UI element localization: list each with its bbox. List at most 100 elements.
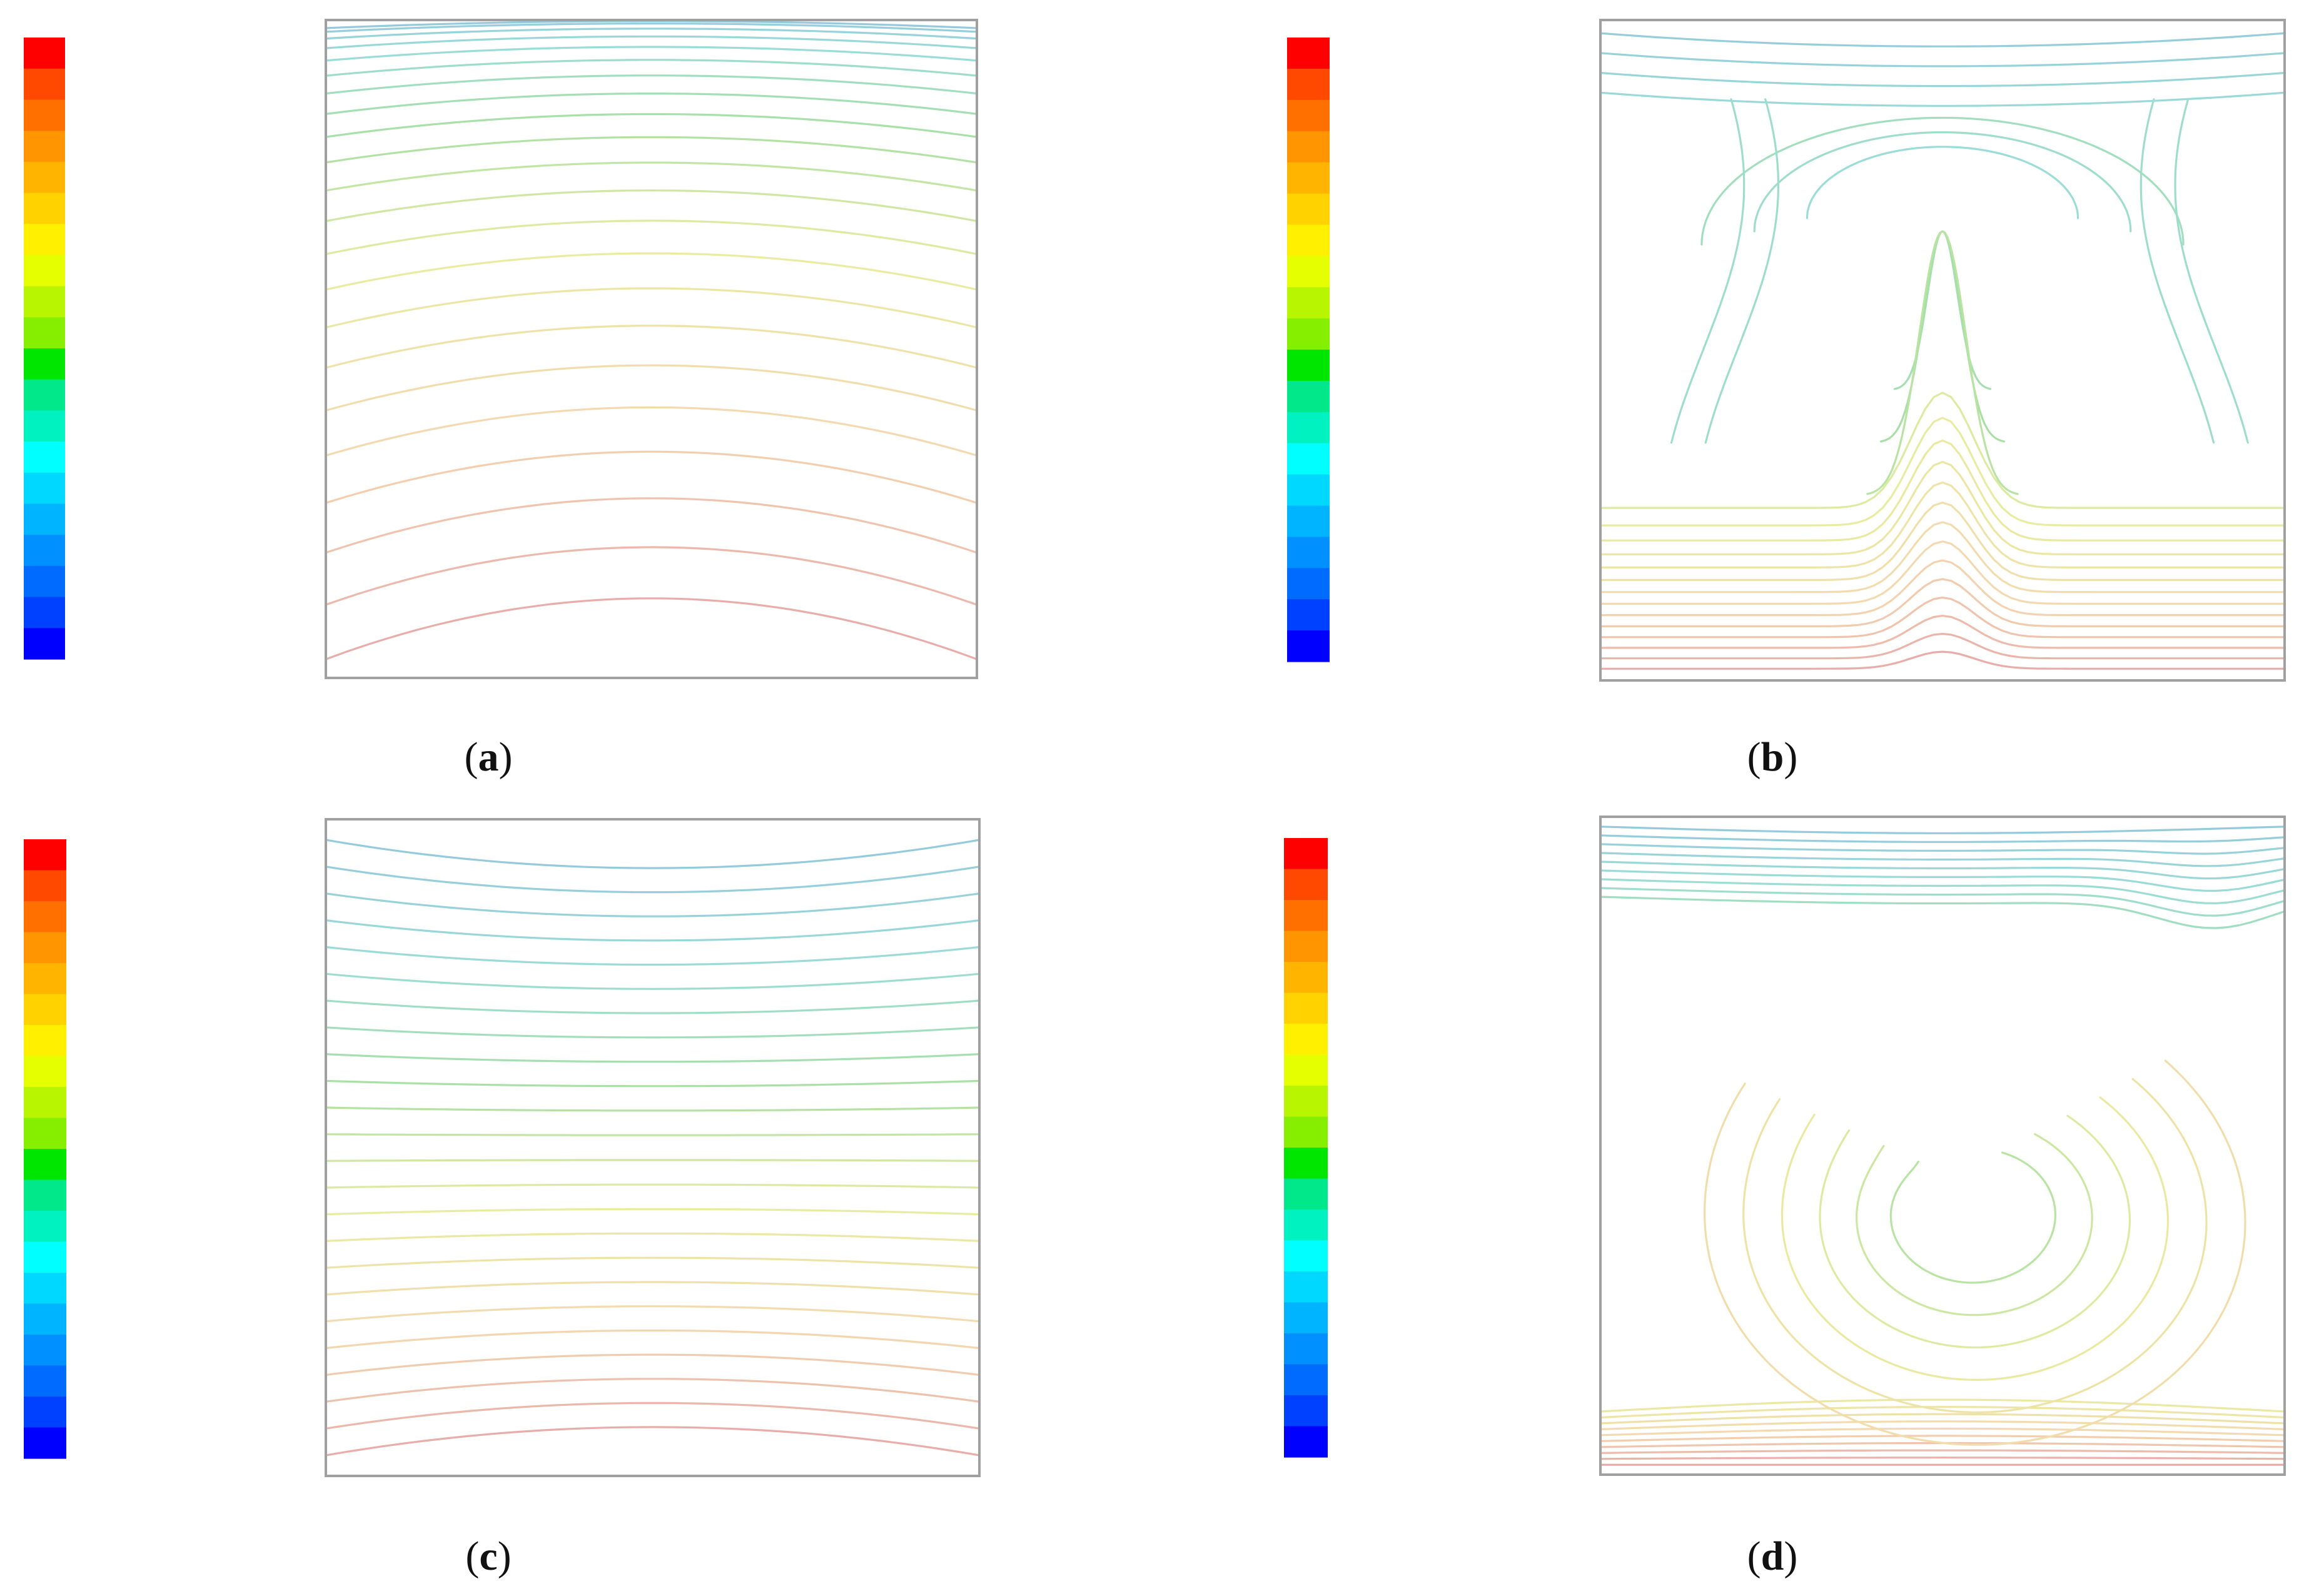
contour-line — [326, 450, 977, 504]
contour-line — [1600, 632, 2285, 660]
contour-line — [1600, 32, 2285, 48]
colorbar-segment — [1287, 99, 1330, 132]
contour-line — [1600, 1457, 2285, 1460]
colorbar-segment — [1284, 838, 1328, 870]
colorbar-segment — [1284, 1148, 1328, 1179]
contour-line — [1600, 502, 2285, 581]
colorbar-segment — [1287, 131, 1330, 163]
colorbar-segment — [1287, 68, 1330, 101]
colorbar-segment — [24, 1273, 66, 1305]
contour-line — [1600, 521, 2285, 593]
colorbar-segment — [1284, 1086, 1328, 1118]
contour-line — [1742, 1078, 2208, 1413]
contour-line — [326, 161, 977, 192]
contour-line — [1600, 1420, 2285, 1430]
colorbar-segment — [1287, 599, 1330, 631]
contour-line — [326, 1183, 979, 1189]
contour-line — [326, 1133, 979, 1136]
contour-line — [1600, 896, 2285, 929]
colorbar-segment — [1284, 1178, 1328, 1210]
colorbar-segment — [1287, 287, 1330, 319]
colorbar-segment — [1287, 350, 1330, 381]
colorbar-a — [24, 38, 65, 660]
contour-plot-c — [325, 818, 981, 1477]
contour-line — [326, 113, 977, 138]
colorbar-b — [1287, 38, 1330, 662]
colorbar-segment — [1287, 256, 1330, 288]
contour-line — [326, 325, 977, 369]
colorbar-segment — [1284, 931, 1328, 962]
contour-line — [326, 287, 977, 329]
contour-line — [1600, 71, 2285, 88]
colorbar-segment — [24, 1303, 66, 1335]
colorbar-segment — [24, 535, 65, 567]
contour-line — [326, 1026, 979, 1039]
contour-line — [326, 1256, 979, 1269]
colorbar-segment — [24, 932, 66, 964]
contour-line — [1600, 52, 2285, 68]
contour-line — [1600, 91, 2285, 107]
contour-line — [326, 1305, 979, 1323]
contour-line — [326, 919, 979, 942]
plot-frame — [325, 818, 981, 1477]
contour-line — [1600, 578, 2285, 627]
contour-line — [326, 220, 977, 255]
colorbar-segment — [24, 410, 65, 442]
colorbar-segment — [24, 1241, 66, 1273]
contour-line — [1600, 615, 2285, 649]
contour-line — [1889, 1151, 2056, 1284]
contour-line — [326, 1232, 979, 1242]
colorbar-segment — [24, 224, 65, 256]
contour-line — [326, 1281, 979, 1296]
contour-line — [1600, 391, 2285, 509]
contour-line — [326, 1053, 979, 1063]
contour-line — [326, 364, 977, 412]
colorbar-segment — [24, 839, 66, 871]
colorbar-segment — [24, 1365, 66, 1397]
colorbar-segment — [24, 1118, 66, 1149]
colorbar-segment — [24, 131, 65, 163]
contour-line — [1600, 878, 2285, 904]
panel-label-a: (a) — [464, 734, 513, 780]
colorbar-segment — [24, 1056, 66, 1088]
colorbar-segment — [24, 870, 66, 902]
contour-line — [326, 1402, 979, 1430]
contour-line — [1600, 869, 2285, 892]
colorbar-segment — [24, 628, 65, 660]
contour-line — [326, 189, 977, 223]
colorbar-segment — [24, 1335, 66, 1366]
plot-frame — [1599, 19, 2286, 682]
colorbar-segment — [24, 963, 66, 995]
panel-c — [24, 818, 981, 1477]
contour-line — [1670, 98, 1746, 444]
contour-line — [326, 892, 979, 917]
contour-line — [1866, 230, 2019, 495]
colorbar-segment — [1284, 1395, 1328, 1427]
contour-line — [1806, 146, 2079, 220]
colorbar-segment — [24, 1427, 66, 1459]
colorbar-segment — [24, 1211, 66, 1243]
colorbar-segment — [1284, 962, 1328, 994]
colorbar-segment — [1287, 225, 1330, 256]
colorbar-segment — [1287, 443, 1330, 475]
contour-line — [326, 23, 977, 33]
contour-line — [326, 1079, 979, 1088]
contour-line — [326, 1208, 979, 1216]
contour-line — [1704, 98, 1779, 444]
contour-line — [326, 28, 977, 40]
colorbar-segment — [1284, 1426, 1328, 1458]
colorbar-segment — [1284, 1054, 1328, 1086]
colorbar-segment — [1284, 1364, 1328, 1396]
colorbar-segment — [1287, 318, 1330, 350]
contour-line — [1600, 460, 2285, 555]
contour-line — [326, 46, 977, 62]
panel-label-c: (c) — [465, 1533, 512, 1579]
contour-line — [1600, 559, 2285, 617]
colorbar-segment — [24, 1179, 66, 1211]
plot-frame — [325, 19, 978, 679]
contour-line — [1600, 852, 2285, 867]
contour-line — [326, 93, 977, 115]
colorbar-segment — [24, 255, 65, 287]
colorbar-segment — [24, 317, 65, 349]
